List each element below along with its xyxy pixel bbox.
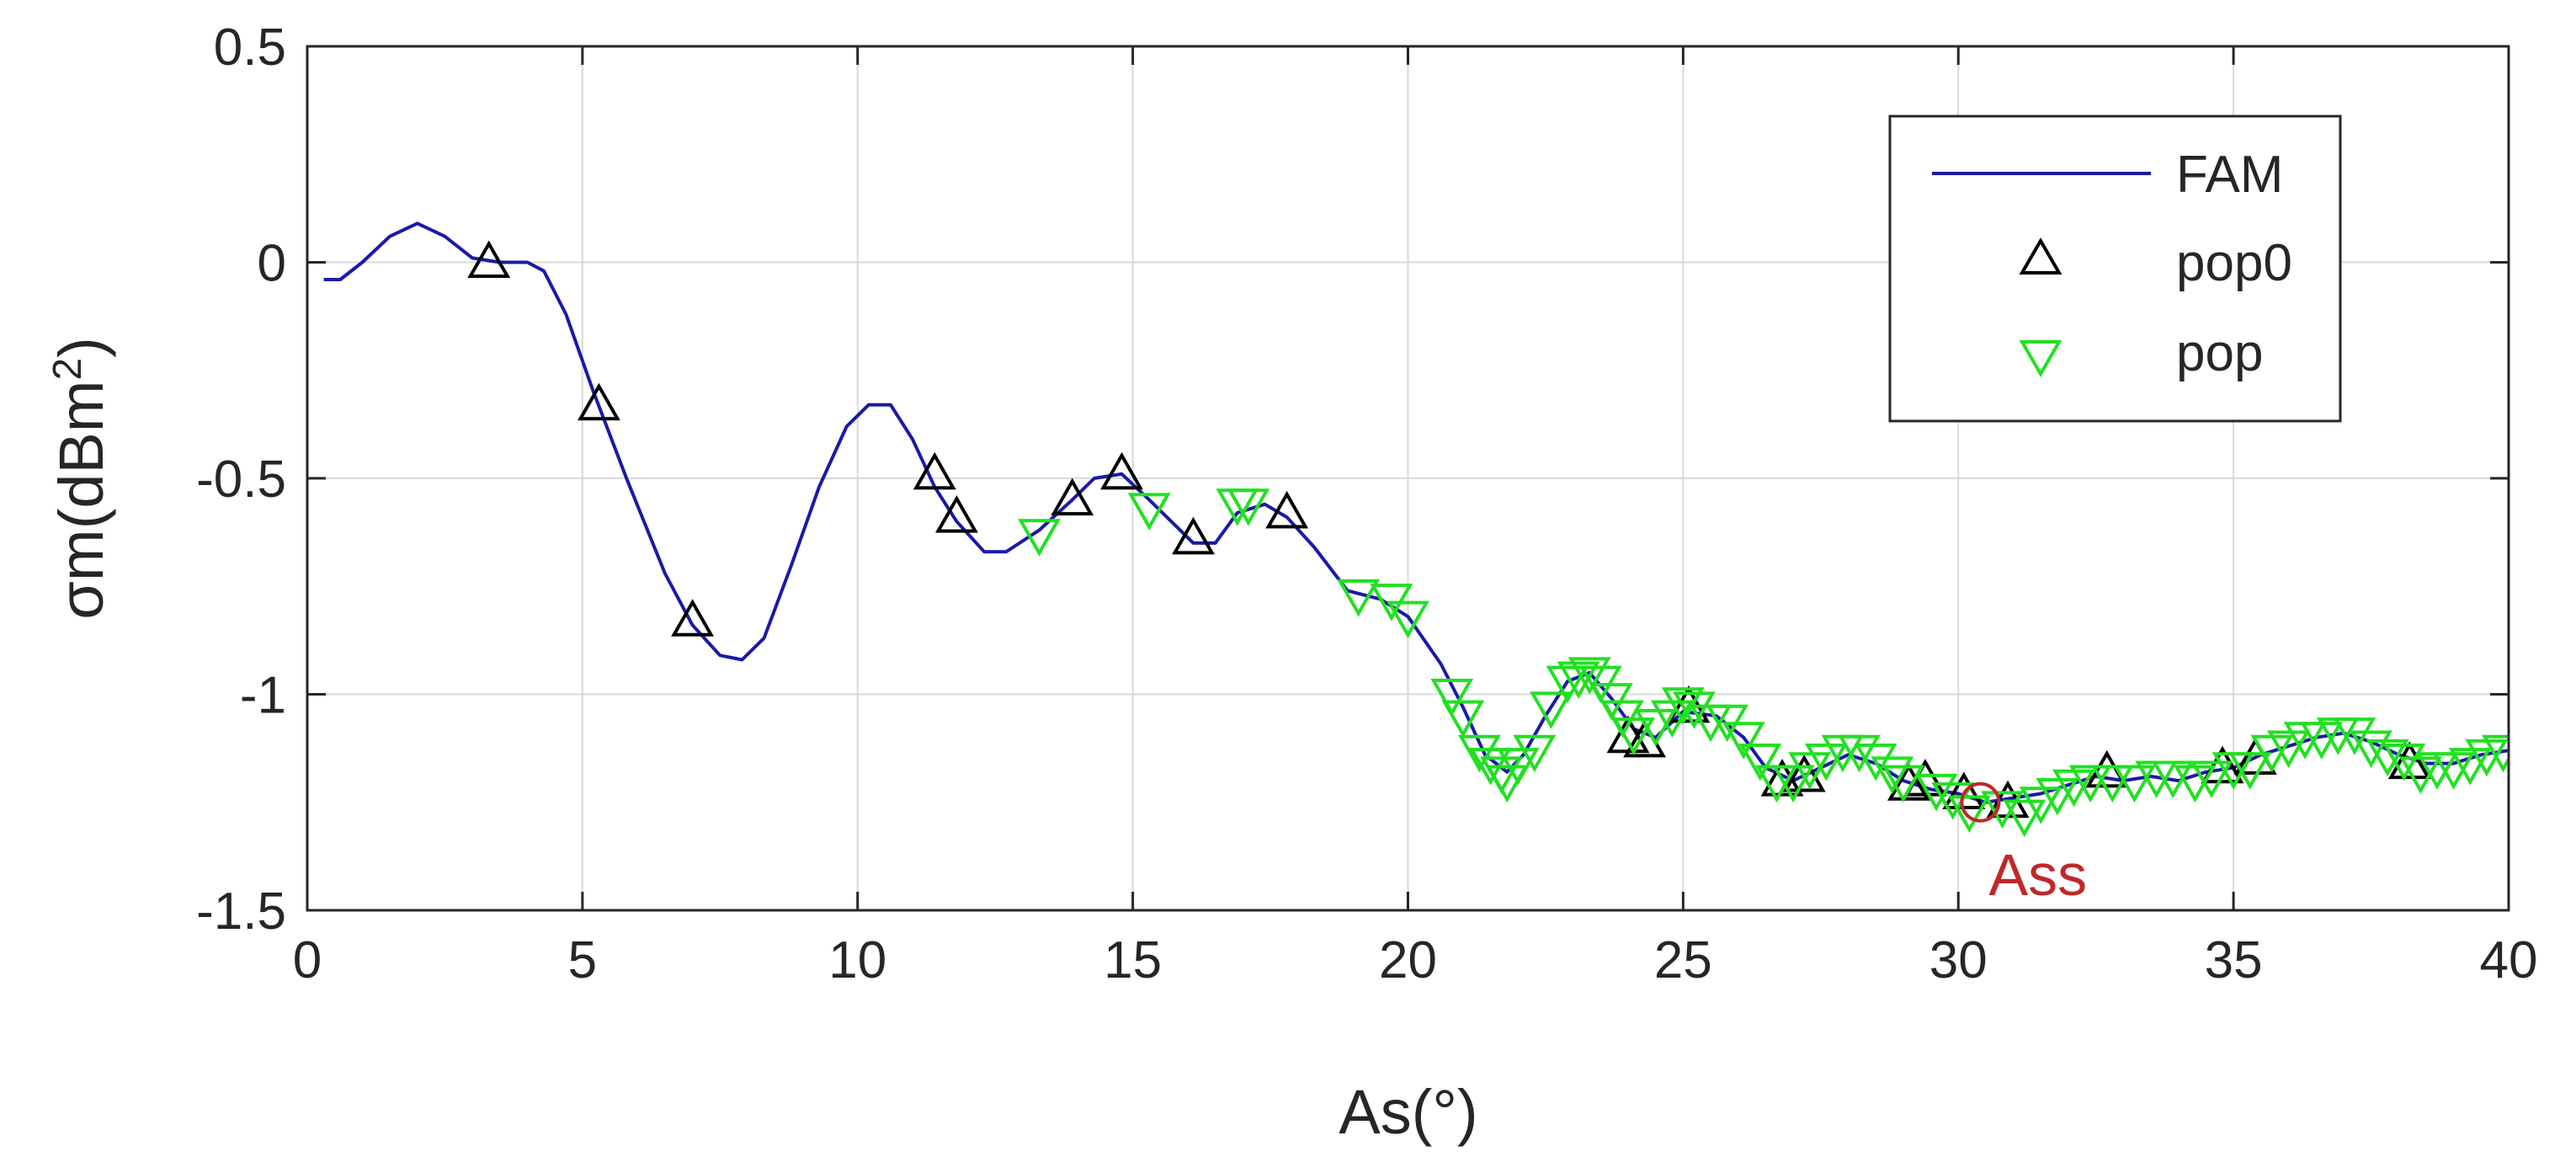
x-tick-label: 15 [1104,931,1162,989]
point-pop0 [671,599,715,637]
point-pop [2036,777,2079,816]
point-pop [2068,765,2112,803]
point-pop0 [913,451,956,490]
point-pop0 [1265,491,1309,529]
point-pop [1018,519,1061,557]
point-pop0 [1051,477,1094,516]
legend-pop0-label: pop0 [2176,234,2292,292]
x-tick-label: 5 [568,931,597,989]
point-pop [1496,748,1540,786]
plot-series [323,221,2509,838]
point-pop [1337,579,1381,617]
point-pop [1871,756,1914,794]
point-pop0 [577,382,620,421]
point-pop [1546,665,1589,704]
point-pop [1386,600,1429,639]
x-tick-label: 40 [2480,931,2538,989]
point-pop [1771,765,1815,803]
x-tick-label: 30 [1929,931,1988,989]
point-pop [1567,657,1611,695]
point-pop [1513,734,1557,773]
point-pop [1530,691,1573,729]
point-pop [2228,752,2272,790]
point-pop [1673,691,1716,729]
y-tick-label: -0.5 [196,451,286,509]
point-pop [2003,799,2046,838]
legend-fam-label: FAM [2176,146,2283,204]
point-pop0 [1100,451,1143,490]
point-pop0 [1172,516,1215,555]
legend-box [1888,115,2342,423]
point-pop [2448,748,2492,786]
point-pop [2267,730,2310,769]
point-pop [1227,488,1270,526]
point-pop [1722,722,1765,760]
legend: FAM pop0 pop [1888,115,2342,423]
x-tick-label: 25 [1654,931,1712,989]
point-pop [1738,743,1782,781]
y-tick-label: -1.5 [196,882,286,941]
legend-pop-marker [2019,340,2062,377]
point-pop [1788,752,1832,790]
annotation-label: Ass [1988,842,2087,908]
point-pop [2190,760,2233,799]
x-tick-label: 35 [2205,931,2263,989]
y-axis-label: σm(dBm2) [45,337,116,619]
point-pop [2366,738,2409,777]
point-pop [2090,765,2134,803]
point-pop [2333,717,2376,755]
point-pop0 [1887,763,1930,801]
point-pop [1485,765,1529,803]
point-pop [2113,765,2156,803]
x-tick-label: 0 [293,931,322,989]
legend-pop0-marker [2019,237,2062,275]
legend-pop-label: pop [2176,324,2263,382]
y-tick-label: 0 [258,235,286,293]
point-pop [1914,773,1958,812]
axis-ticks: 0 5 10 15 20 25 30 35 40 0.5 0 -0.5 -1 -1.5 [196,19,2537,989]
point-pop [1612,717,1655,755]
point-pop0 [1782,754,1826,792]
annotation-marker [1960,781,2001,823]
point-pop [1804,743,1848,781]
point-pop [1838,734,1881,773]
point-pop [1854,743,1897,781]
point-pop [2482,734,2509,773]
point-pop [2382,743,2426,781]
x-tick-label: 10 [828,931,886,989]
point-pop0 [467,240,511,278]
point-pop [1634,708,1678,747]
point-pop [1441,700,1485,738]
point-pop [1127,493,1171,531]
x-tick-label: 20 [1379,931,1437,989]
point-pop0 [934,495,978,533]
point-pop [1947,795,1991,834]
x-axis-label: As(°) [1339,1077,1477,1147]
y-tick-label: -1 [240,667,286,725]
point-pop [2350,730,2393,769]
point-pop [1430,679,1474,717]
y-tick-label: 0.5 [214,19,286,77]
point-pop [1458,734,1501,773]
point-pop0 [2387,741,2431,780]
point-pop [2019,786,2062,824]
point-pop [1881,765,1925,803]
